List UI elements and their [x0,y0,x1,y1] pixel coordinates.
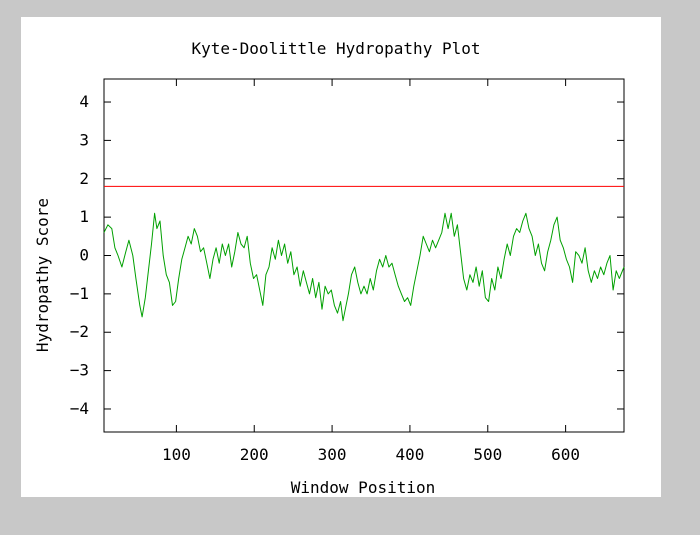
x-tick-label: 100 [162,445,191,464]
x-tick-label: 300 [318,445,347,464]
x-tick-label: 400 [395,445,424,464]
plot-area: −4 −3 −2 −1 0 1 2 3 4 100 200 300 400 500 600 [70,78,625,464]
chart-title: Kyte-Doolittle Hydropathy Plot [192,39,481,58]
hydropathy-series-line [103,212,625,322]
x-tick-label: 500 [473,445,502,464]
y-tick-label: 3 [79,130,89,149]
chart-panel: Kyte-Doolittle Hydropathy Plot −4 −3 −2 −1 0… [21,17,661,497]
x-axis-label: Window Position [291,478,436,497]
y-tick-label: 4 [79,92,89,111]
y-axis-label: Hydropathy Score [33,198,52,352]
plot-frame [103,78,625,433]
y-tick-label: −4 [70,399,89,418]
y-tick-label: 1 [79,207,89,226]
y-tick-label: −1 [70,284,89,303]
y-tick-label: −3 [70,361,89,380]
hydropathy-chart: Kyte-Doolittle Hydropathy Plot −4 −3 −2 −1 0… [33,39,625,497]
y-tick-label: 0 [79,246,89,265]
x-tick-label: 200 [240,445,269,464]
y-tick-label: 2 [79,169,89,188]
x-tick-label: 600 [551,445,580,464]
y-tick-label: −2 [70,322,89,341]
